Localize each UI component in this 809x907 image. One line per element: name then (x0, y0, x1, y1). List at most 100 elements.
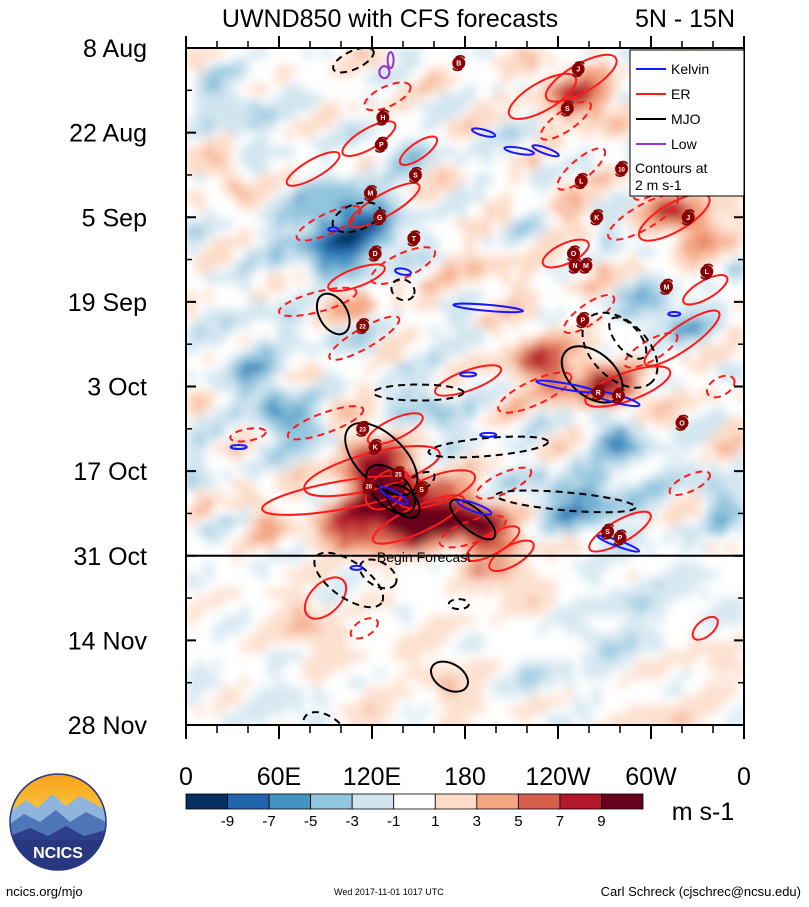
storm-label-4: P (379, 142, 384, 149)
storm-marker-9: G (373, 209, 387, 226)
contour-25 (706, 374, 736, 399)
contour-26 (286, 405, 365, 441)
contour-51 (313, 551, 385, 609)
contour-45 (581, 311, 659, 389)
contour-62 (390, 278, 416, 302)
forecast-label: Begin Forecast (377, 549, 471, 565)
logo-text: NCICS (33, 845, 83, 862)
x-tick-label-6: 0 (737, 763, 751, 791)
contour-6 (398, 135, 439, 166)
storm-marker-16: M (579, 257, 593, 274)
contour-56 (372, 383, 465, 402)
contour-74 (349, 564, 364, 571)
contour-15 (369, 246, 437, 285)
legend-label-low: Low (671, 136, 698, 152)
contour-76 (479, 431, 498, 438)
contour-31 (475, 466, 533, 500)
contour-37 (349, 617, 379, 640)
storm-marker-18: M (659, 278, 674, 295)
footer-author: Carl Schreck (cjschrec@ncsu.edu) (600, 884, 801, 899)
storm-marker-8: M (363, 185, 378, 202)
storm-label-5: S (413, 172, 418, 179)
contour-21 (434, 364, 503, 397)
contour-72 (394, 267, 412, 276)
storm-label-8: M (368, 191, 374, 198)
storm-label-21: R (596, 390, 601, 397)
colorbar-units: m s-1 (672, 798, 735, 826)
colorbar-swatch-3 (310, 793, 353, 810)
storm-marker-3: S (560, 100, 574, 117)
storm-marker-12: T (407, 230, 421, 247)
storm-label-30: P (618, 535, 623, 542)
storm-label-29: S (605, 529, 610, 536)
contour-13 (327, 263, 386, 292)
x-axis: 0 60E 120E 180 120W 60W 0 (179, 36, 751, 791)
storm-label-3: S (565, 106, 570, 113)
colorbar-swatch-6 (434, 793, 478, 810)
forecast-region (186, 555, 744, 725)
contour-50 (430, 660, 469, 693)
contour-73 (327, 226, 340, 233)
storm-label-26: 25 (395, 473, 402, 479)
contour-1 (363, 81, 412, 112)
storm-marker-28: S (414, 481, 429, 498)
contour-27 (366, 412, 424, 446)
colorbar-label-1: -7 (262, 813, 275, 830)
colorbar-label-7: 5 (514, 813, 522, 830)
y-tick-label-3: 19 Sep (68, 289, 147, 317)
storm-marker-25: K (368, 438, 382, 456)
contour-63 (470, 127, 497, 138)
storm-marker-24: 23 (356, 420, 370, 437)
contour-4 (285, 150, 341, 187)
contour-60 (447, 598, 470, 611)
x-tick-label-0: 0 (179, 763, 193, 791)
storm-marker-6: L (574, 172, 588, 190)
y-axis: 8 Aug 22 Aug 5 Sep 19 Sep 3 Oct 17 Oct 31 Oct 1… (68, 35, 744, 740)
x-tick-label-5: 60W (625, 763, 677, 791)
storm-marker-17: L (700, 263, 714, 280)
contour-9 (637, 192, 711, 242)
colorbar-swatch-4 (351, 793, 395, 810)
storm-marker-4: P (374, 136, 388, 153)
ncics-logo: NCICS (9, 773, 107, 871)
contour-14 (278, 286, 358, 318)
colorbar-swatch-7 (476, 793, 519, 810)
storm-label-24: 23 (359, 427, 366, 433)
y-tick-label-7: 14 Nov (68, 627, 148, 655)
storm-label-22: N (616, 393, 621, 400)
storm-marker-19: P (576, 311, 590, 329)
storm-label-27: 26 (366, 485, 373, 491)
contour-64 (503, 145, 536, 156)
legend-label-mjo: MJO (671, 111, 701, 127)
contour-75 (459, 371, 478, 378)
storm-marker-29: S (600, 523, 615, 540)
storm-label-23: O (679, 420, 685, 427)
contour-77 (229, 443, 248, 450)
contour-48 (385, 483, 421, 519)
storm-label-0: B (456, 61, 461, 68)
contour-80 (386, 51, 395, 70)
colorbar-label-2: -5 (304, 813, 317, 830)
legend-note-line1: Contours at (635, 160, 707, 176)
contour-layer (229, 48, 736, 725)
storm-label-12: T (412, 236, 417, 243)
storm-label-1: J (576, 67, 580, 74)
storm-label-11: J (686, 215, 690, 222)
contour-49 (449, 498, 497, 541)
storm-marker-0: B (452, 55, 466, 72)
y-tick-label-6: 31 Oct (73, 543, 147, 571)
legend: Kelvin ER MJO Low Contours at 2 m s-1 (629, 49, 745, 197)
storm-marker-10: K (590, 209, 604, 226)
contour-58 (495, 489, 637, 514)
colorbar-swatch-8 (517, 793, 561, 810)
colorbar-label-0: -9 (221, 813, 234, 830)
storm-label-16: M (583, 263, 589, 270)
colorbar-swatch-10 (601, 793, 644, 810)
colorbar-swatch-0 (185, 793, 228, 810)
colorbar-swatch-9 (559, 793, 602, 810)
legend-label-kelvin: Kelvin (671, 61, 709, 77)
colorbar-label-3: -3 (346, 813, 359, 830)
colorbar-label-9: 9 (597, 813, 605, 830)
